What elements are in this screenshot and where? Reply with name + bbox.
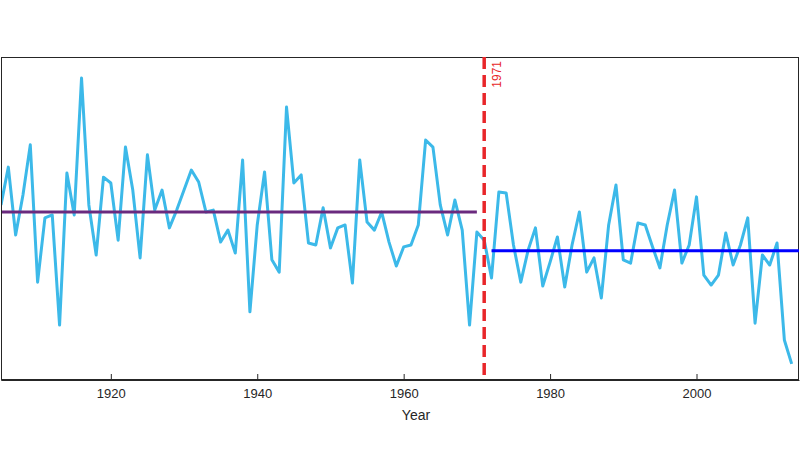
vertical-marker [482, 57, 486, 380]
x-tick-label: 1980 [536, 386, 565, 401]
x-tick-label: 1920 [97, 386, 126, 401]
x-axis: 1920 1940 1960 1980 2000 [2, 374, 800, 401]
x-tick-mark [404, 374, 405, 380]
mean-line [1, 211, 477, 214]
x-tick-label: 1960 [390, 386, 419, 401]
x-tick-mark [697, 374, 698, 380]
plot-frame [2, 58, 799, 380]
x-tick: 1960 [390, 374, 419, 401]
x-tick-label: 2000 [683, 386, 712, 401]
x-tick-mark [550, 374, 551, 380]
x-tick: 1920 [97, 374, 126, 401]
x-axis-line [2, 380, 800, 381]
x-tick-mark [111, 374, 112, 380]
x-tick: 1980 [536, 374, 565, 401]
y-axis-line [1, 58, 2, 381]
plot-marks [1, 57, 799, 380]
x-axis-title: Year [402, 407, 431, 423]
mean-line [492, 249, 799, 252]
x-tick: 2000 [683, 374, 712, 401]
chart-container: 1971 1920 1940 1960 1980 2000 Year [0, 0, 800, 450]
x-tick-label: 1940 [243, 386, 272, 401]
y-axis [1, 58, 2, 381]
x-tick-mark [257, 374, 258, 380]
x-tick: 1940 [243, 374, 272, 401]
marker-label: 1971 [490, 61, 504, 88]
chart-svg: 1971 1920 1940 1960 1980 2000 Year [0, 0, 800, 450]
data-line [1, 78, 792, 364]
